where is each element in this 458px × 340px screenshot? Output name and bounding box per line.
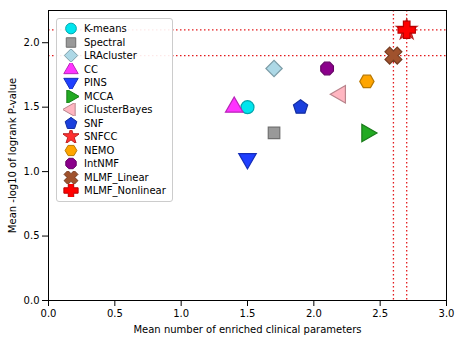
svg-text:0.0: 0.0 — [41, 308, 57, 319]
html-text:K-means: K-means — [84, 23, 127, 35]
html-text:IntNMF: IntNMF — [84, 158, 120, 170]
html-text:NEMO: NEMO — [84, 144, 115, 156]
html-text:MCCA: MCCA — [84, 90, 114, 102]
svg-text:0.5: 0.5 — [24, 230, 40, 241]
svg-text:0.5: 0.5 — [107, 308, 123, 319]
svg-text:2.0: 2.0 — [306, 308, 322, 319]
svg-text:2.5: 2.5 — [372, 308, 388, 319]
svg-text:Mean number of enriched clinic: Mean number of enriched clinical paramet… — [133, 324, 361, 335]
html-text:MLMF_Linear: MLMF_Linear — [84, 171, 149, 183]
html-text:LRAcluster: LRAcluster — [84, 50, 137, 62]
svg-text:Mean -log10 of logrank P-value: Mean -log10 of logrank P-value — [7, 78, 18, 233]
html-text:CC: CC — [84, 63, 98, 75]
svg-text:0.0: 0.0 — [24, 295, 40, 306]
html-text:SNF: SNF — [84, 117, 104, 129]
html-text:SNFCC: SNFCC — [84, 131, 118, 143]
svg-text:3.0: 3.0 — [439, 308, 455, 319]
html-text:MLMF_Nonlinear: MLMF_Nonlinear — [84, 185, 166, 197]
svg-text:1.5: 1.5 — [24, 101, 40, 112]
html-text:Spectral: Spectral — [84, 36, 126, 48]
html-text:PINS: PINS — [84, 77, 107, 89]
svg-text:1.0: 1.0 — [173, 308, 189, 319]
svg-text:2.0: 2.0 — [24, 37, 40, 48]
html-text:iClusterBayes: iClusterBayes — [84, 104, 153, 116]
svg-text:1.5: 1.5 — [240, 308, 256, 319]
svg-text:1.0: 1.0 — [24, 166, 40, 177]
